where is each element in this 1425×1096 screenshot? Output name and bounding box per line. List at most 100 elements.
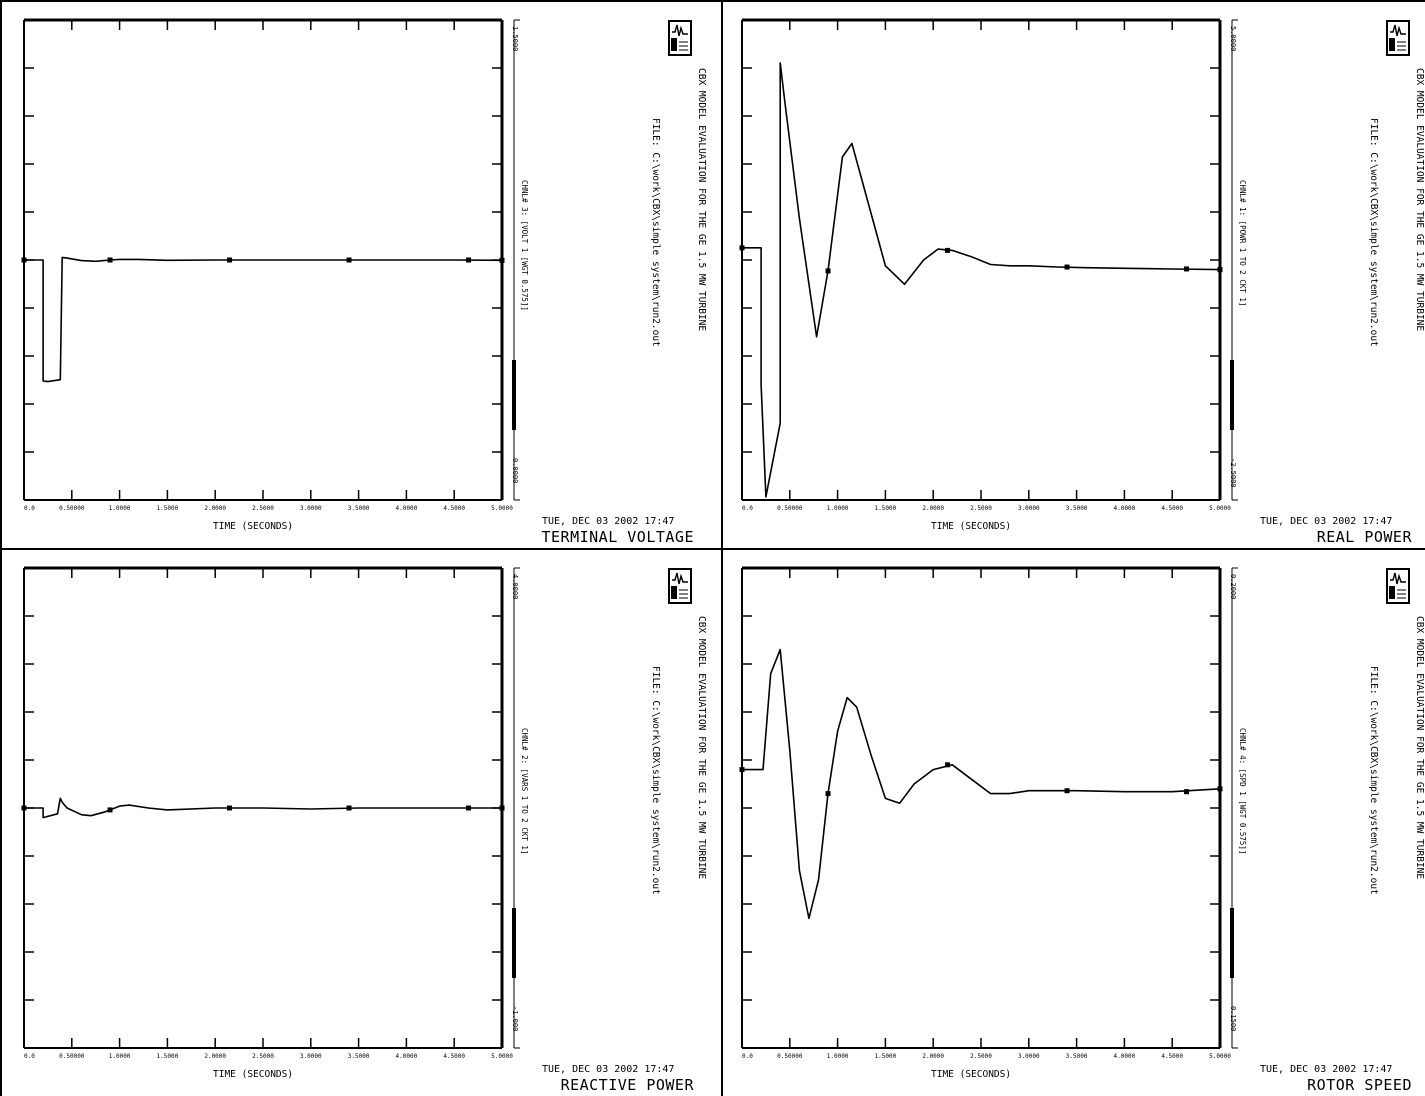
x-tick-label: 4.0000 (1114, 1053, 1136, 1060)
file-label: FILE: C:\work\CBX\simple system\run2.out (650, 666, 661, 895)
x-axis-label: TIME (SECONDS) (213, 521, 294, 532)
x-tick-label: 1.5000 (157, 1053, 179, 1060)
x-tick-label: 3.5000 (348, 1053, 370, 1060)
x-tick-label: 3.0000 (1018, 1053, 1040, 1060)
x-tick-label: 2.5000 (970, 1053, 992, 1060)
data-point-marker (945, 762, 951, 768)
x-tick-label: 4.0000 (1114, 505, 1136, 512)
y-range-bottom-label: 0.1500 (1229, 1006, 1237, 1032)
y-range-top-label: 0.2000 (1229, 574, 1237, 600)
scale-marker (1230, 360, 1234, 430)
x-tick-label: 4.5000 (443, 505, 465, 512)
data-point-marker (227, 257, 233, 263)
x-tick-label: 4.0000 (396, 505, 418, 512)
channel-annotation: CHNL# 2: [VARS 1 TO 2 CKT 1] (520, 728, 529, 855)
x-tick-label: 0.0 (742, 505, 753, 512)
chart-svg-real-power: 0.0 0.50000 1.0000 1.5000 2.0000 2.5000 3.0000… (739, 18, 1238, 512)
data-point-marker (1064, 788, 1070, 794)
series-line-rotor-speed (742, 648, 1221, 920)
x-tick-label: 0.50000 (777, 505, 803, 512)
data-point-marker (346, 257, 352, 263)
date-stamp: TUE, DEC 03 2002 17:47 (1260, 1064, 1393, 1075)
x-tick-label: 1.5000 (157, 505, 179, 512)
x-tick-label: 3.5000 (1066, 505, 1088, 512)
y-range-top-label: 4.0000 (511, 574, 519, 600)
x-tick-label: 4.5000 (443, 1053, 465, 1060)
x-tick-label: 4.5000 (1161, 505, 1183, 512)
plot-title: CBX MODEL EVALUATION FOR THE GE 1.5 MW T… (696, 68, 707, 332)
channel-annotation: CHNL# 4: [SPD 1 [WGT 0.575]] (1238, 728, 1247, 855)
data-point-marker (825, 268, 831, 274)
x-tick-label: 2.5000 (970, 505, 992, 512)
x-tick-label: 5.0000 (1209, 505, 1231, 512)
x-tick-label: 3.0000 (1018, 505, 1040, 512)
series-line-terminal-voltage (24, 256, 503, 383)
x-tick-label: 0.0 (24, 505, 35, 512)
logo-mark (671, 24, 688, 51)
frame-top (0, 0, 1425, 2)
x-axis-label: TIME (SECONDS) (931, 521, 1012, 532)
data-point-marker (21, 805, 27, 811)
y-range-top-label: 1.5000 (511, 26, 519, 52)
series-line-reactive-power (24, 797, 502, 819)
data-point-marker (21, 257, 27, 263)
data-point-marker (499, 257, 505, 263)
channel-annotation: CHNL# 3: [VOLT 1 [WGT 0.575]] (520, 180, 529, 311)
scale-marker (512, 908, 516, 978)
x-tick-label: 3.0000 (300, 1053, 322, 1060)
data-point-marker (1184, 266, 1190, 272)
x-tick-label: 2.5000 (252, 505, 274, 512)
chart-svg-rotor-speed: 0.0 0.50000 1.0000 1.5000 2.0000 2.5000 3.0000… (739, 566, 1238, 1060)
date-stamp: TUE, DEC 03 2002 17:47 (1260, 516, 1393, 527)
chart-panel-reactive-power: 0.0 0.50000 1.0000 1.5000 2.0000 2.5000 3.0000… (0, 548, 707, 1096)
x-tick-label: 0.50000 (777, 1053, 803, 1060)
plot-title: CBX MODEL EVALUATION FOR THE GE 1.5 MW T… (696, 616, 707, 880)
x-tick-label: 2.0000 (204, 505, 226, 512)
x-tick-label: 2.0000 (204, 1053, 226, 1060)
logo-mark (671, 572, 688, 599)
file-label: FILE: C:\work\CBX\simple system\run2.out (1368, 666, 1379, 895)
data-point-marker (739, 245, 745, 251)
data-point-marker (499, 805, 505, 811)
plot-title: CBX MODEL EVALUATION FOR THE GE 1.5 MW T… (1414, 68, 1425, 332)
data-point-marker (1217, 786, 1223, 792)
divider-horizontal (0, 548, 1425, 550)
data-point-marker (107, 807, 113, 813)
x-tick-label: 3.5000 (348, 505, 370, 512)
chart-panel-real-power: 0.0 0.50000 1.0000 1.5000 2.0000 2.5000 3.0000… (718, 0, 1425, 548)
chart-title-real-power: REAL POWER (1316, 528, 1412, 546)
x-tick-label: 5.0000 (491, 1053, 513, 1060)
data-point-marker (466, 805, 472, 811)
scale-marker (512, 360, 516, 430)
pss-e-logo-icon (1386, 568, 1410, 604)
x-tick-label: 5.0000 (491, 505, 513, 512)
data-point-marker (346, 805, 352, 811)
chart-svg-terminal-voltage: 0.0 0.50000 1.0000 1.5000 2.0000 2.5000 3.0000… (21, 18, 520, 512)
y-range-bottom-label: 0.0000 (511, 458, 519, 484)
data-point-marker (466, 257, 472, 263)
x-tick-label: 1.0000 (109, 1053, 131, 1060)
data-point-marker (945, 247, 951, 253)
chart-panel-terminal-voltage: 0.0 0.50000 1.0000 1.5000 2.0000 2.5000 3.0000… (0, 0, 707, 548)
x-tick-label: 3.5000 (1066, 1053, 1088, 1060)
data-point-marker (1064, 264, 1070, 270)
x-tick-label: 1.0000 (827, 1053, 849, 1060)
date-stamp: TUE, DEC 03 2002 17:47 (542, 1064, 675, 1075)
x-tick-label: 4.5000 (1161, 1053, 1183, 1060)
chart-svg-reactive-power: 0.0 0.50000 1.0000 1.5000 2.0000 2.5000 3.0000… (21, 566, 520, 1060)
logo-mark (1389, 24, 1406, 51)
logo-mark (1389, 572, 1406, 599)
file-label: FILE: C:\work\CBX\simple system\run2.out (650, 118, 661, 347)
y-range-top-label: 5.0000 (1229, 26, 1237, 52)
data-point-marker (227, 805, 233, 811)
chart-panel-rotor-speed: 0.0 0.50000 1.0000 1.5000 2.0000 2.5000 3.0000… (718, 548, 1425, 1096)
data-point-marker (825, 791, 831, 797)
x-tick-label: 4.0000 (396, 1053, 418, 1060)
pss-e-logo-icon (668, 20, 692, 56)
x-axis-label: TIME (SECONDS) (931, 1069, 1012, 1080)
scale-marker (1230, 908, 1234, 978)
pss-e-logo-icon (1386, 20, 1410, 56)
x-tick-label: 0.50000 (59, 505, 85, 512)
x-tick-label: 0.0 (24, 1053, 35, 1060)
